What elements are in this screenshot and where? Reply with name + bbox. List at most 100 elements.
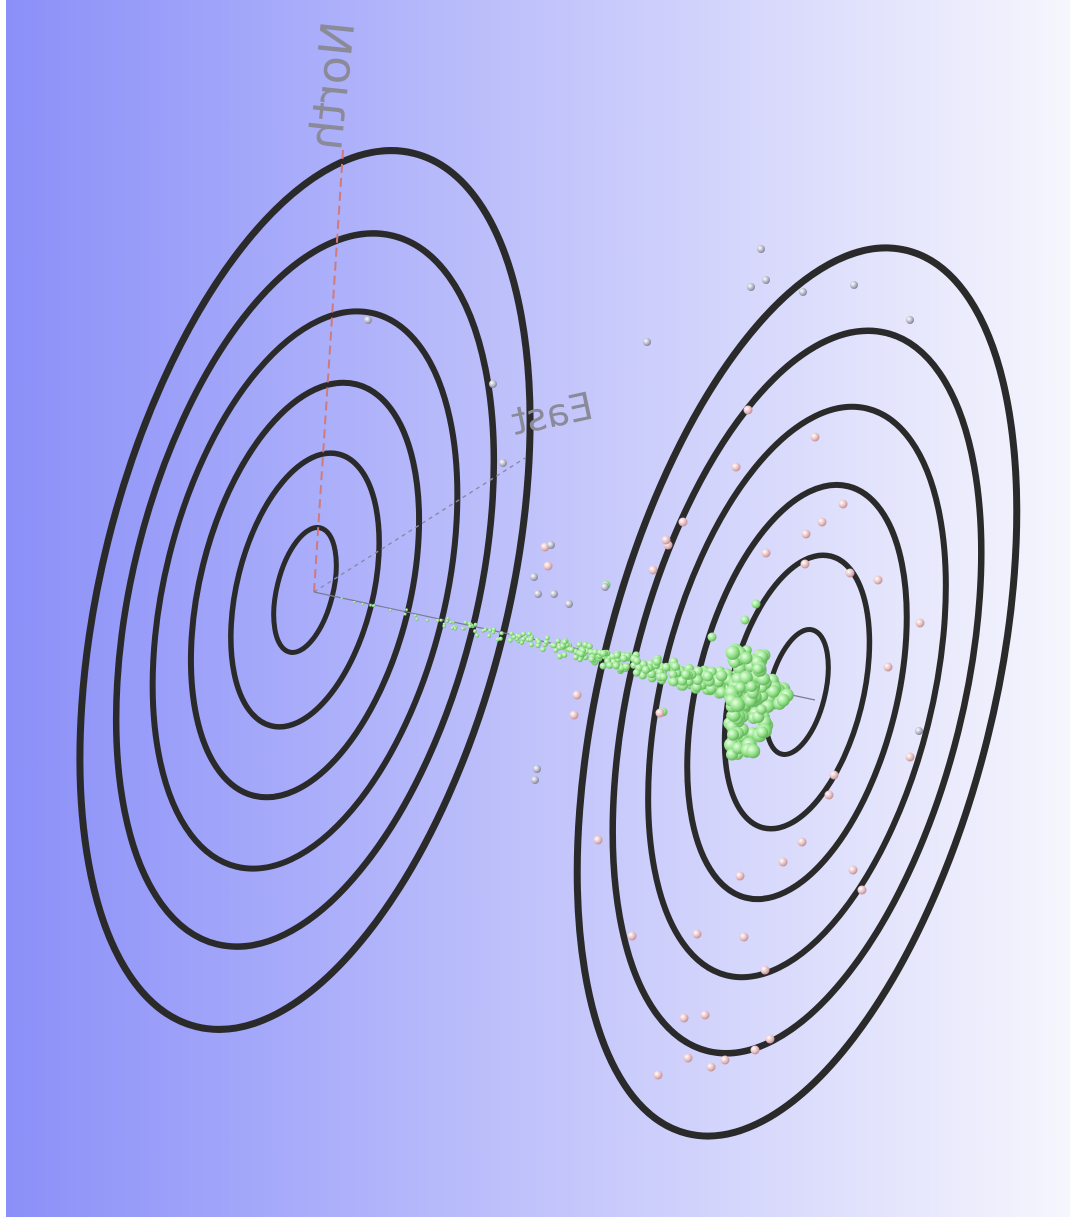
trajectory-point xyxy=(487,634,491,638)
outlier-point xyxy=(499,459,507,467)
trajectory-point xyxy=(464,621,468,625)
trajectory-point xyxy=(555,638,560,643)
scatter-point xyxy=(766,1035,775,1044)
trajectory-point xyxy=(671,662,680,671)
scatter-point xyxy=(744,406,753,415)
scatter-point xyxy=(762,549,771,558)
trajectory-point xyxy=(587,643,593,649)
scatter-point xyxy=(779,858,788,867)
trajectory-point xyxy=(440,619,443,622)
trajectory-point xyxy=(752,600,761,609)
trajectory-point xyxy=(623,663,630,670)
trajectory-point xyxy=(500,631,504,635)
outlier-point xyxy=(364,316,372,324)
trajectory-point xyxy=(756,726,768,738)
scatter-point xyxy=(656,709,665,718)
outlier-point xyxy=(550,590,558,598)
trajectory-point xyxy=(451,626,454,629)
trajectory-point xyxy=(454,627,457,630)
scatter-point xyxy=(801,560,810,569)
outlier-point xyxy=(547,541,555,549)
scatter-point xyxy=(736,872,745,881)
scatter-point xyxy=(751,1046,760,1055)
outlier-point xyxy=(747,283,755,291)
trajectory-point xyxy=(746,744,760,758)
scatter-point xyxy=(761,966,770,975)
scatter-point xyxy=(662,536,671,545)
trajectory-point xyxy=(544,640,549,645)
scatter-point xyxy=(679,518,688,527)
scatter-point xyxy=(839,500,848,509)
scatter-point xyxy=(573,691,582,700)
outlier-point xyxy=(530,573,538,581)
trajectory-point xyxy=(474,623,478,627)
scatter-point xyxy=(846,569,855,578)
trajectory-point xyxy=(740,652,753,665)
trajectory-point xyxy=(633,669,641,677)
outlier-point xyxy=(531,776,539,784)
scatter-point xyxy=(701,1011,710,1020)
trajectory-point xyxy=(741,616,750,625)
scatter-point xyxy=(858,886,867,895)
trajectory-point xyxy=(473,629,477,633)
scatter-point xyxy=(874,576,883,585)
scatter-point xyxy=(628,932,637,941)
scatter-point xyxy=(649,566,658,575)
trajectory-point xyxy=(415,618,418,621)
outlier-point xyxy=(643,338,651,346)
scatter-point xyxy=(906,753,915,762)
trajectory-point xyxy=(612,662,619,669)
trajectory-point xyxy=(614,652,621,659)
outlier-point xyxy=(915,727,923,735)
trajectory-point xyxy=(553,648,558,653)
trajectory-point xyxy=(426,619,429,622)
trajectory-point xyxy=(545,635,550,640)
scatter-point xyxy=(544,562,553,571)
trajectory-point xyxy=(777,694,790,707)
trajectory-point xyxy=(353,601,355,603)
outlier-point xyxy=(565,600,573,608)
outlier-point xyxy=(601,583,609,591)
outlier-point xyxy=(534,590,542,598)
scatter-point xyxy=(594,836,603,845)
scatter-point xyxy=(654,1071,663,1080)
scatter-point xyxy=(884,663,893,672)
scatter-point xyxy=(707,1063,716,1072)
trajectory-point xyxy=(753,664,764,675)
trajectory-point xyxy=(341,597,343,599)
trajectory-point xyxy=(727,729,739,741)
trajectory-point xyxy=(756,704,766,714)
scatter-point xyxy=(684,1054,693,1063)
left-white-border xyxy=(0,0,6,1217)
scatter-point xyxy=(916,619,925,628)
trajectory-point xyxy=(606,662,613,669)
trajectory-point xyxy=(578,651,584,657)
trajectory-point xyxy=(716,670,728,682)
trajectory-point xyxy=(373,604,376,607)
trajectory-point xyxy=(735,682,746,693)
trajectory-point xyxy=(653,657,662,666)
trajectory-point xyxy=(508,638,512,642)
trajectory-point xyxy=(562,639,568,645)
trajectory-point xyxy=(521,637,526,642)
trajectory-point xyxy=(512,635,517,640)
outlier-point xyxy=(799,288,807,296)
trajectory-point xyxy=(442,625,445,628)
scatter-point xyxy=(740,933,749,942)
scatter-point xyxy=(693,930,702,939)
trajectory-point xyxy=(669,677,678,686)
trajectory-point xyxy=(642,666,650,674)
trajectory-point xyxy=(552,643,557,648)
outlier-point xyxy=(757,245,765,253)
outlier-point xyxy=(533,765,541,773)
trajectory-point xyxy=(659,673,667,681)
trajectory-point xyxy=(389,609,392,612)
trajectory-point xyxy=(499,637,503,641)
trajectory-point xyxy=(369,604,372,607)
scatter-point xyxy=(802,530,811,539)
trajectory-point xyxy=(436,619,439,622)
scatter-point xyxy=(732,463,741,472)
scatter-point xyxy=(811,433,820,442)
trajectory-point xyxy=(488,628,492,632)
trajectory-point xyxy=(681,670,691,680)
